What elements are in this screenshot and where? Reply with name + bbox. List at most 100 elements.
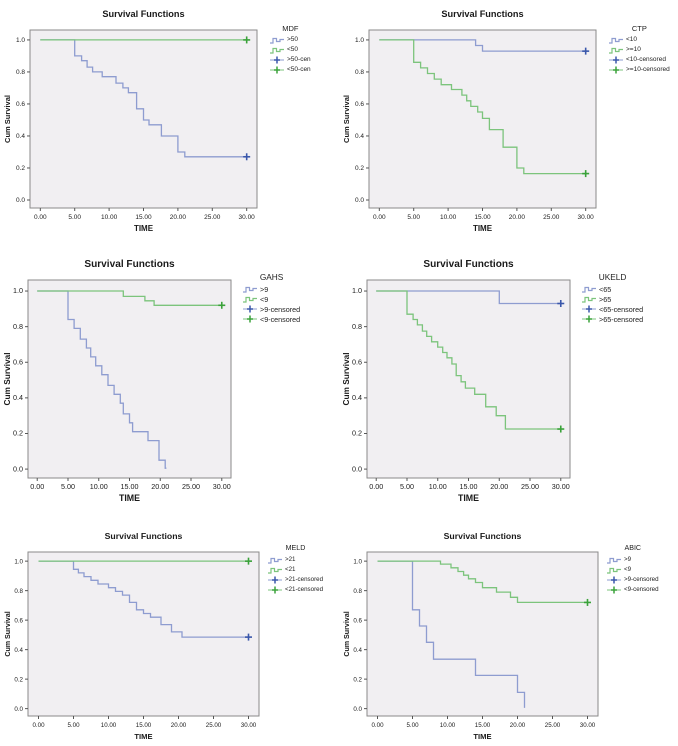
x-tick-label: 5.00 xyxy=(406,722,419,729)
legend-entry-label: <50 xyxy=(287,46,299,54)
x-tick-label: 15.00 xyxy=(135,214,152,221)
x-tick-label: 0.00 xyxy=(369,482,383,491)
x-tick-label: 30.00 xyxy=(552,482,570,491)
censor-plus-icon xyxy=(243,315,257,323)
y-axis-label: Cum Survival xyxy=(3,95,12,143)
chart-title: Survival Functions xyxy=(441,9,523,19)
censor-plus-icon xyxy=(270,56,284,64)
legend-entry: >9-censored xyxy=(243,304,300,314)
legend-gahs: GAHS >9 <9 >9-censored <9-censored xyxy=(243,272,300,324)
x-tick-label: 10.00 xyxy=(440,214,457,221)
x-axis-label: TIME xyxy=(134,224,154,233)
legend-entry: >=10-censored xyxy=(609,65,670,75)
plot-area xyxy=(27,551,260,717)
y-tick-label: 1.0 xyxy=(14,558,23,565)
x-tick-label: 5.00 xyxy=(400,482,414,491)
y-tick-label: 0.0 xyxy=(353,706,362,713)
survival-plot-gahs: Survival Functions 0.0 0.2 0.4 0.6 0.8 1.0 0.00… xyxy=(2,259,232,503)
chart-title: Survival Functions xyxy=(444,531,522,541)
y-tick-label: 0.6 xyxy=(13,357,23,366)
x-axis-label: TIME xyxy=(119,493,140,503)
legend-entry-label: >21 xyxy=(285,555,296,563)
x-tick-label: 30.00 xyxy=(239,214,256,221)
legend-entry-label: >=10 xyxy=(626,46,641,54)
y-tick-label: 0.8 xyxy=(355,69,364,76)
chart-title: Survival Functions xyxy=(84,259,175,270)
chart-title: Survival Functions xyxy=(102,9,184,19)
chart-panel-mdf: Survival Functions 0.0 0.2 0.4 0.6 0.8 1.0 0.00… xyxy=(0,0,339,240)
legend-title: MDF xyxy=(282,24,299,33)
legend-entry-label: <21 xyxy=(285,565,296,573)
x-tick-label: 10.00 xyxy=(429,482,447,491)
step-line-glyph xyxy=(270,38,284,44)
legend-title: CTP xyxy=(631,24,647,33)
x-tick-label: 0.00 xyxy=(371,722,384,729)
legend-entry-label: >50 xyxy=(287,36,299,44)
step-line-glyph xyxy=(609,38,623,44)
legend-entry: <21 xyxy=(268,565,323,575)
chart-panel-abic: Survival Functions 0.0 0.2 0.4 0.6 0.8 1.0 0.00… xyxy=(339,510,678,746)
x-tick-label: 0.00 xyxy=(34,214,47,221)
y-tick-label: 0.2 xyxy=(14,676,23,683)
step-line-icon xyxy=(582,287,596,293)
legend-entry-label: <10-censored xyxy=(626,56,666,64)
legend-mdf: MDF >50 <50 >50-cen <50-cen xyxy=(270,24,311,75)
legend-meld: MELD >21 <21 >21-censored <21-censored xyxy=(268,544,323,595)
legend-entry-label: <9 xyxy=(260,294,269,304)
legend-entry-label: >=10-censored xyxy=(626,66,670,74)
series-line->=10 xyxy=(379,39,586,175)
y-tick-label: 0.8 xyxy=(13,322,23,331)
y-tick-label: 0.4 xyxy=(353,647,362,654)
censor-plus-icon xyxy=(582,315,596,323)
x-tick-label: 30.00 xyxy=(241,722,257,729)
legend-title: GAHS xyxy=(259,272,284,282)
x-tick-label: 25.00 xyxy=(545,722,561,729)
legend-entry-label: <65 xyxy=(599,284,612,294)
censor-plus-icon xyxy=(243,305,257,313)
legend-entry: <50 xyxy=(270,45,311,55)
series-line->50 xyxy=(40,39,247,158)
y-tick-label: 0.6 xyxy=(353,617,362,624)
legend-entry-label: >21-censored xyxy=(285,575,324,583)
legend-entry: >65 xyxy=(582,294,643,304)
legend-entry-label: >65-censored xyxy=(599,314,644,324)
survival-plot-meld: Survival Functions 0.0 0.2 0.4 0.6 0.8 1.0 0.00… xyxy=(4,531,260,741)
y-axis-label: Cum Survival xyxy=(343,611,351,656)
legend-entry: >=10 xyxy=(609,45,670,55)
plot-area xyxy=(366,279,571,479)
legend-entry: >9-censored xyxy=(607,575,659,585)
x-tick-label: 5.00 xyxy=(61,482,75,491)
censor-plus-icon xyxy=(268,576,282,584)
chart-panel-gahs: Survival Functions 0.0 0.2 0.4 0.6 0.8 1.0 0.00… xyxy=(0,240,339,510)
survival-plot-ctp: Survival Functions 0.0 0.2 0.4 0.6 0.8 1.0 0.00… xyxy=(342,9,597,233)
y-tick-label: 0.6 xyxy=(355,101,364,108)
chart-panel-meld: Survival Functions 0.0 0.2 0.4 0.6 0.8 1.0 0.00… xyxy=(0,510,339,746)
censor-plus-icon xyxy=(270,66,284,74)
censor-plus-icon xyxy=(607,576,621,584)
plot-area xyxy=(27,279,232,479)
x-tick-label: 10.00 xyxy=(101,722,117,729)
x-tick-label: 30.00 xyxy=(213,482,231,491)
legend-entry: >50-cen xyxy=(270,55,311,65)
legend-entry-label: <10 xyxy=(626,36,638,44)
x-tick-label: 15.00 xyxy=(121,482,139,491)
y-tick-label: 0.4 xyxy=(352,393,362,402)
y-axis-label: Cum Survival xyxy=(2,352,12,405)
y-axis-label: Cum Survival xyxy=(341,352,351,405)
censor-plus-icon xyxy=(607,586,621,594)
step-line-glyph xyxy=(582,287,596,293)
legend-entry: <21-censored xyxy=(268,585,323,595)
step-line-glyph xyxy=(268,567,282,574)
x-tick-label: 15.00 xyxy=(475,722,491,729)
step-line-icon xyxy=(268,557,282,564)
y-tick-label: 0.0 xyxy=(13,464,23,473)
x-tick-label: 15.00 xyxy=(136,722,152,729)
y-tick-label: 1.0 xyxy=(352,286,362,295)
step-line-icon xyxy=(243,297,257,303)
x-tick-label: 0.00 xyxy=(30,482,44,491)
legend-entry-label: >9 xyxy=(260,284,269,294)
step-line-icon xyxy=(268,567,282,574)
y-tick-label: 0.4 xyxy=(355,133,364,140)
x-tick-label: 25.00 xyxy=(521,482,539,491)
